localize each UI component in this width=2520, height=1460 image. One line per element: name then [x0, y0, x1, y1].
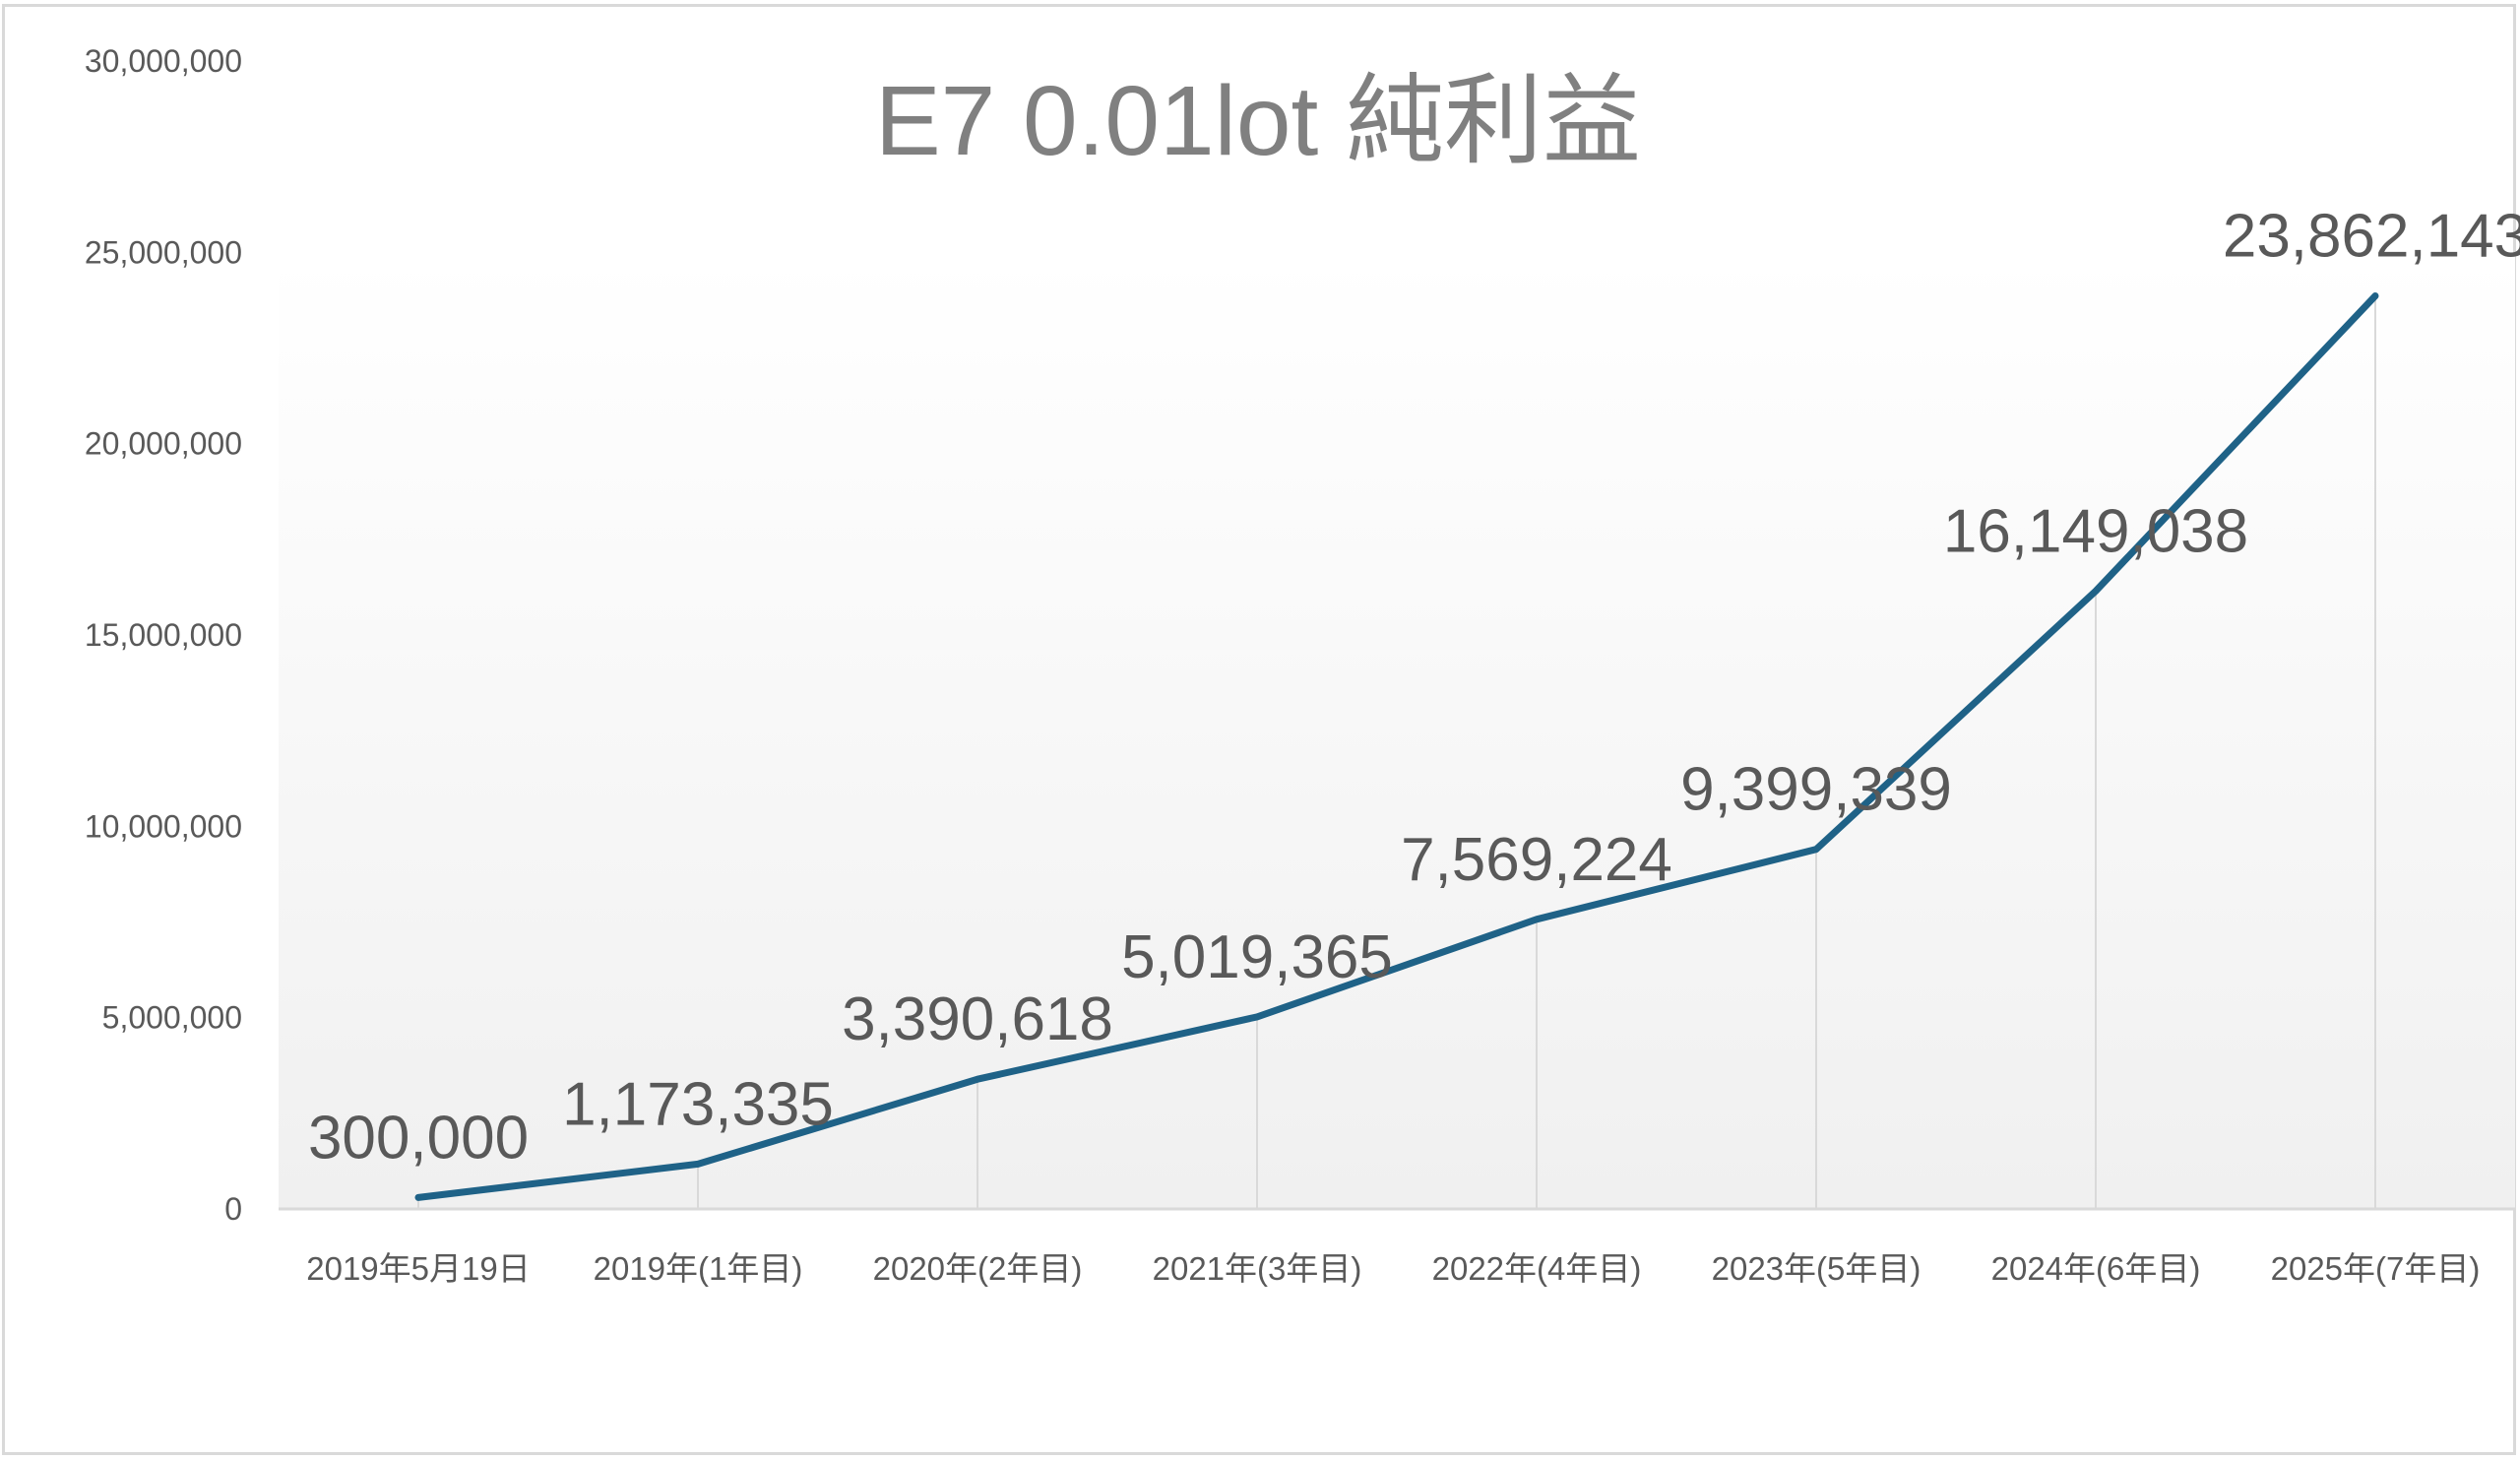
x-tick-label: 2021年(3年目) — [1153, 1250, 1362, 1287]
x-tick-label: 2025年(7年目) — [2271, 1250, 2481, 1287]
data-label: 3,390,618 — [842, 985, 1113, 1053]
x-tick-label: 2020年(2年目) — [873, 1250, 1083, 1287]
x-tick-label: 2023年(5年目) — [1712, 1250, 1922, 1287]
data-label: 5,019,365 — [1121, 923, 1393, 991]
data-label: 16,149,038 — [1943, 497, 2248, 565]
x-tick-label: 2019年5月19日 — [306, 1250, 530, 1287]
data-label: 9,399,339 — [1680, 756, 1952, 824]
data-point — [1254, 1013, 1260, 1020]
series-line — [414, 292, 2379, 1201]
y-tick-label: 30,000,000 — [85, 43, 242, 79]
y-tick-label: 5,000,000 — [102, 1000, 242, 1036]
data-point — [415, 1194, 421, 1201]
data-label: 23,862,143 — [2223, 203, 2520, 271]
data-point — [2372, 292, 2378, 299]
data-label: 7,569,224 — [1401, 826, 1672, 894]
data-point — [1813, 846, 1819, 853]
y-tick-label: 10,000,000 — [85, 808, 242, 844]
plot-area — [279, 256, 2515, 1209]
y-tick-label: 25,000,000 — [85, 234, 242, 270]
y-tick-label: 15,000,000 — [85, 617, 242, 653]
data-label: 300,000 — [308, 1104, 529, 1172]
x-tick-label: 2024年(6年目) — [1991, 1250, 2201, 1287]
data-point — [1534, 916, 1540, 922]
data-point — [2093, 588, 2099, 595]
data-label: 1,173,335 — [562, 1070, 834, 1138]
y-tick-label: 0 — [224, 1191, 242, 1227]
x-tick-label: 2019年(1年目) — [594, 1250, 803, 1287]
x-tick-label: 2022年(4年目) — [1432, 1250, 1642, 1287]
data-point — [695, 1161, 701, 1168]
chart-title: E7 0.01lot 純利益 — [875, 66, 1641, 176]
y-tick-label: 20,000,000 — [85, 426, 242, 462]
data-point — [975, 1076, 980, 1083]
